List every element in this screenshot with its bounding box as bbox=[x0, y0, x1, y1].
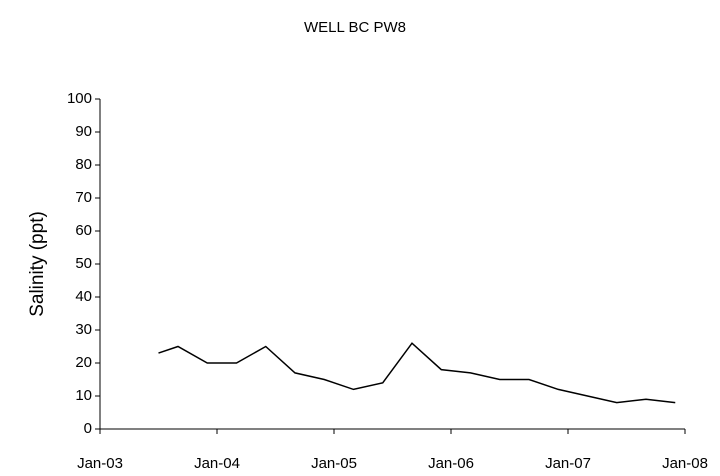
x-tick-label: Jan-05 bbox=[311, 455, 357, 472]
y-tick-label: 30 bbox=[75, 321, 92, 338]
y-tick-label: 70 bbox=[75, 189, 92, 206]
y-tick-label: 100 bbox=[67, 90, 92, 107]
chart-title: WELL BC PW8 bbox=[304, 19, 406, 36]
y-tick-label: 20 bbox=[75, 354, 92, 371]
y-tick-label: 90 bbox=[75, 123, 92, 140]
y-tick-label: 60 bbox=[75, 222, 92, 239]
x-tick-label: Jan-04 bbox=[194, 455, 240, 472]
y-tick-label: 50 bbox=[75, 255, 92, 272]
y-tick-label: 0 bbox=[84, 420, 92, 437]
data-line bbox=[158, 342, 676, 404]
x-tick-label: Jan-07 bbox=[545, 455, 591, 472]
y-tick-label: 40 bbox=[75, 288, 92, 305]
x-tick-label: Jan-08 bbox=[662, 455, 708, 472]
x-tick-label: Jan-06 bbox=[428, 455, 474, 472]
y-tick-label: 80 bbox=[75, 156, 92, 173]
x-tick-label: Jan-03 bbox=[77, 455, 123, 472]
y-axis-label: Salinity (ppt) bbox=[27, 211, 48, 317]
y-tick-label: 10 bbox=[75, 387, 92, 404]
